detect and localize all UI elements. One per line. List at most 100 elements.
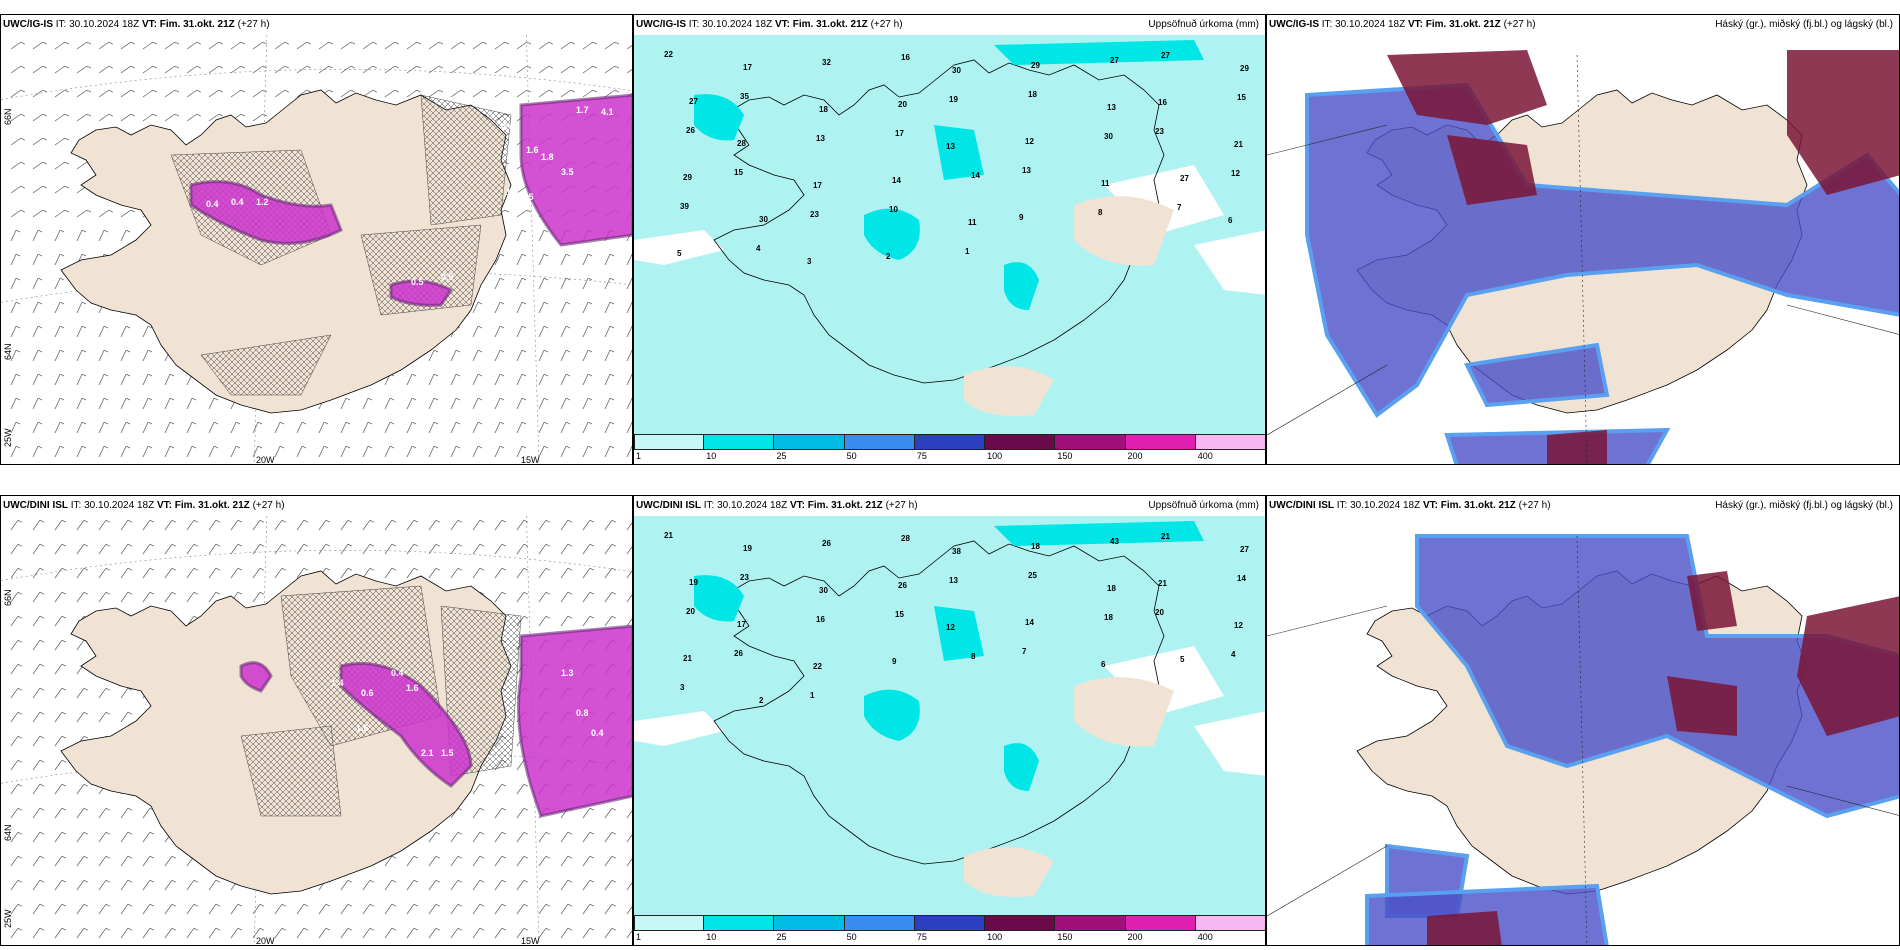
precip-accum-label: 19	[743, 544, 752, 553]
colorbar-swatch	[1195, 434, 1265, 450]
precip-accum-label: 17	[743, 63, 752, 72]
lon-label-20w: 20W	[256, 936, 275, 946]
lead-time: (+27 h)	[1503, 19, 1536, 30]
precip-accum-label: 8	[1098, 208, 1103, 217]
precip-accum-label: 28	[901, 534, 910, 543]
precip-accum-label: 9	[1019, 213, 1024, 222]
panel-ig-is-precip: UWC/IG-IS IT: 30.10.2024 18Z VT: Fim. 31…	[633, 14, 1266, 465]
colorbar-tick-label: 75	[916, 451, 927, 461]
precip-value-label: 2.1	[421, 748, 434, 758]
precip-value-label: 1.8	[541, 152, 554, 162]
precip-area	[239, 661, 273, 693]
model-name: UWC/DINI ISL	[1269, 500, 1334, 511]
precip-high-area	[994, 521, 1204, 546]
precip-map: 2217321630292727292735182019181316152628…	[634, 35, 1265, 436]
precip-value-label: 0.4	[501, 122, 514, 132]
precip-accum-label: 19	[949, 95, 958, 104]
precip-value-label: 0.6	[361, 688, 374, 698]
high-cloud-area	[1387, 50, 1547, 125]
colorbar-frame	[634, 434, 1265, 450]
precip-accum-label: 20	[1155, 608, 1164, 617]
precip-value-label: 3.5	[561, 167, 574, 177]
precip-accum-label: 27	[1110, 56, 1119, 65]
precip-accum-label: 11	[968, 218, 977, 227]
precip-area	[189, 180, 343, 245]
colorbar-swatch	[704, 434, 775, 450]
colorbar-swatch	[1125, 434, 1196, 450]
lat-label-64n: 64N	[3, 824, 13, 841]
init-time: IT: 30.10.2024 18Z	[70, 500, 155, 511]
precip-area	[517, 624, 632, 818]
colorbar-tick-label: 10	[706, 451, 717, 461]
wind-map: 1.7 4.10.41.61.83.51.4 0.50.4 0.4 1.20.5 0.5	[1, 35, 632, 464]
model-name: UWC/DINI ISL	[636, 500, 701, 511]
colorbar-swatch	[634, 434, 705, 450]
lead-time: (+27 h)	[252, 500, 285, 511]
precip-accum-label: 18	[1028, 90, 1037, 99]
valid-time: VT: Fim. 31.okt. 21Z	[141, 19, 235, 30]
precip-accum-label: 32	[822, 58, 831, 67]
panel-header: UWC/IG-IS IT: 30.10.2024 18Z VT: Fim. 31…	[636, 19, 1261, 33]
precip-accum-label: 16	[901, 53, 910, 62]
graticule	[1267, 535, 1899, 945]
panel-dini-isl-cloud: UWC/DINI ISL IT: 30.10.2024 18Z VT: Fim.…	[1266, 495, 1900, 946]
precip-value-label: 0.4	[591, 728, 604, 738]
high-cloud-area	[1787, 50, 1899, 195]
precip-title: Uppsöfnuð úrkoma (mm)	[1148, 19, 1259, 30]
precip-value-label: 0.4	[206, 199, 219, 209]
mid-cloud-area	[1305, 82, 1899, 418]
colorbar-swatch	[985, 434, 1056, 450]
precip-accum-label: 13	[816, 134, 825, 143]
precip-value-label: 0.5	[411, 277, 424, 287]
precip-accum-label: 10	[889, 205, 898, 214]
dry-area	[964, 847, 1054, 897]
lon-label-15w: 15W	[521, 455, 540, 465]
precip-accum-label: 12	[946, 623, 955, 632]
precip-high-area	[934, 606, 984, 661]
colorbar-tick-label: 150	[1057, 932, 1073, 942]
precip-accum-label: 21	[1234, 140, 1243, 149]
high-cloud-area	[1547, 430, 1607, 464]
colorbar-tick-label: 50	[846, 451, 857, 461]
colorbar-swatch	[774, 915, 845, 931]
precip-value-label: 0.4	[231, 197, 244, 207]
precip-accum-label: 30	[759, 215, 768, 224]
lead-time: (+27 h)	[870, 19, 903, 30]
precip-accum-label: 8	[971, 652, 976, 661]
cloud-title: Háský (gr.), miðský (fj.bl.) og lágský (…	[1715, 500, 1893, 511]
valid-time: VT: Fim. 31.okt. 21Z	[774, 19, 868, 30]
precip-accum-label: 7	[1022, 647, 1027, 656]
panel-header: UWC/DINI ISL IT: 30.10.2024 18Z VT: Fim.…	[1269, 500, 1895, 514]
precip-accum-label: 21	[1161, 532, 1170, 541]
no-precip-area	[1104, 646, 1224, 716]
panel-dini-isl-precip: UWC/DINI ISL IT: 30.10.2024 18Z VT: Fim.…	[633, 495, 1266, 946]
dry-area	[1074, 196, 1174, 266]
precip-high-area	[994, 40, 1204, 65]
precip-accum-label: 39	[680, 202, 689, 211]
lat-label-25w: 25W	[3, 428, 13, 447]
precip-accum-label: 30	[819, 586, 828, 595]
precip-accum-label: 12	[1025, 137, 1034, 146]
colorbar-tick-label: 150	[1057, 451, 1073, 461]
colorbar-tick-label: 75	[916, 932, 927, 942]
precip-accum-label: 16	[1158, 98, 1167, 107]
high-cloud-area	[1667, 676, 1737, 736]
precip-value-label: 1.4	[506, 187, 519, 197]
hatch-area	[240, 725, 342, 817]
iceland-outline	[713, 540, 1165, 865]
precip-area	[339, 662, 473, 788]
precip-value-label: 1.3	[561, 668, 574, 678]
colorbar-swatch	[1055, 915, 1126, 931]
precip-accum-label: 30	[1104, 132, 1113, 141]
precip-accum-label: 23	[1155, 127, 1164, 136]
colorbar-tick-label: 1	[636, 451, 642, 461]
precip-accum-label: 18	[819, 105, 828, 114]
precip-accum-label: 29	[1031, 61, 1040, 70]
precip-accum-label: 26	[686, 126, 695, 135]
colorbar-tick-label: 1	[636, 932, 642, 942]
hatch-area	[420, 94, 512, 226]
panel-ig-is-wind: UWC/IG-IS IT: 30.10.2024 18Z VT: Fim. 31…	[0, 14, 633, 465]
precip-accum-label: 22	[664, 50, 673, 59]
panel-header: UWC/DINI ISL IT: 30.10.2024 18Z VT: Fim.…	[636, 500, 1261, 514]
panel-dini-isl-wind: UWC/DINI ISL IT: 30.10.2024 18Z VT: Fim.…	[0, 495, 633, 946]
